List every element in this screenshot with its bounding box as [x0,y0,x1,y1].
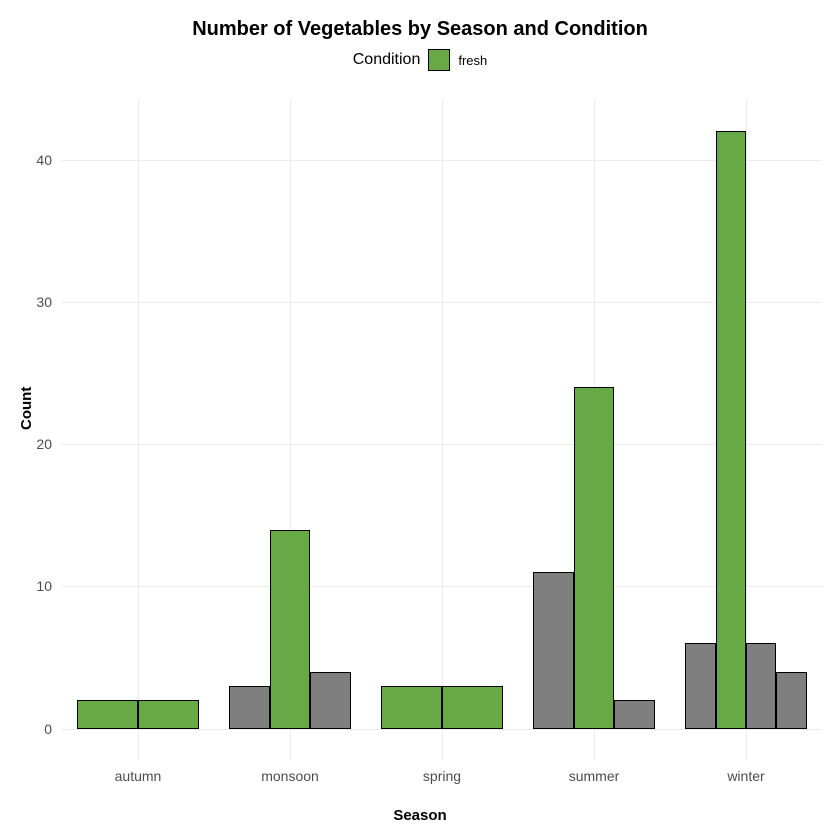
x-tick-label: autumn [115,768,162,784]
y-axis-title: Count [18,387,35,430]
y-tick-label: 0 [44,721,52,737]
bar-monsoon-0 [229,686,270,729]
bar-autumn-1 [138,700,199,728]
y-tick-label: 10 [36,578,52,594]
gridline-v [442,100,443,760]
bar-winter-2 [746,643,776,728]
legend-swatch-fresh [428,49,450,71]
bar-summer-0 [533,572,574,728]
x-axis-title: Season [0,807,840,824]
plot-wrap: 010203040autumnmonsoonspringsummerwinter [62,100,822,760]
x-tick-label: spring [423,768,461,784]
bar-summer-1 [574,387,615,728]
bar-monsoon-1 [270,530,311,729]
legend: Condition fresh [0,49,840,71]
bar-spring-1 [442,686,503,729]
bar-winter-0 [685,643,715,728]
bar-winter-3 [776,672,806,729]
x-tick-label: winter [727,768,764,784]
legend-item-label: fresh [458,53,487,68]
gridline-v [138,100,139,760]
chart-title: Number of Vegetables by Season and Condi… [0,0,840,41]
bar-winter-1 [716,131,746,728]
bar-monsoon-2 [310,672,351,729]
y-tick-label: 40 [36,152,52,168]
y-tick-label: 20 [36,436,52,452]
x-tick-label: monsoon [261,768,319,784]
bar-spring-0 [381,686,442,729]
bar-autumn-0 [77,700,138,728]
legend-title: Condition [353,51,421,69]
y-tick-label: 30 [36,294,52,310]
plot-area: 010203040autumnmonsoonspringsummerwinter [62,100,822,760]
bar-summer-2 [614,700,655,728]
x-tick-label: summer [569,768,620,784]
